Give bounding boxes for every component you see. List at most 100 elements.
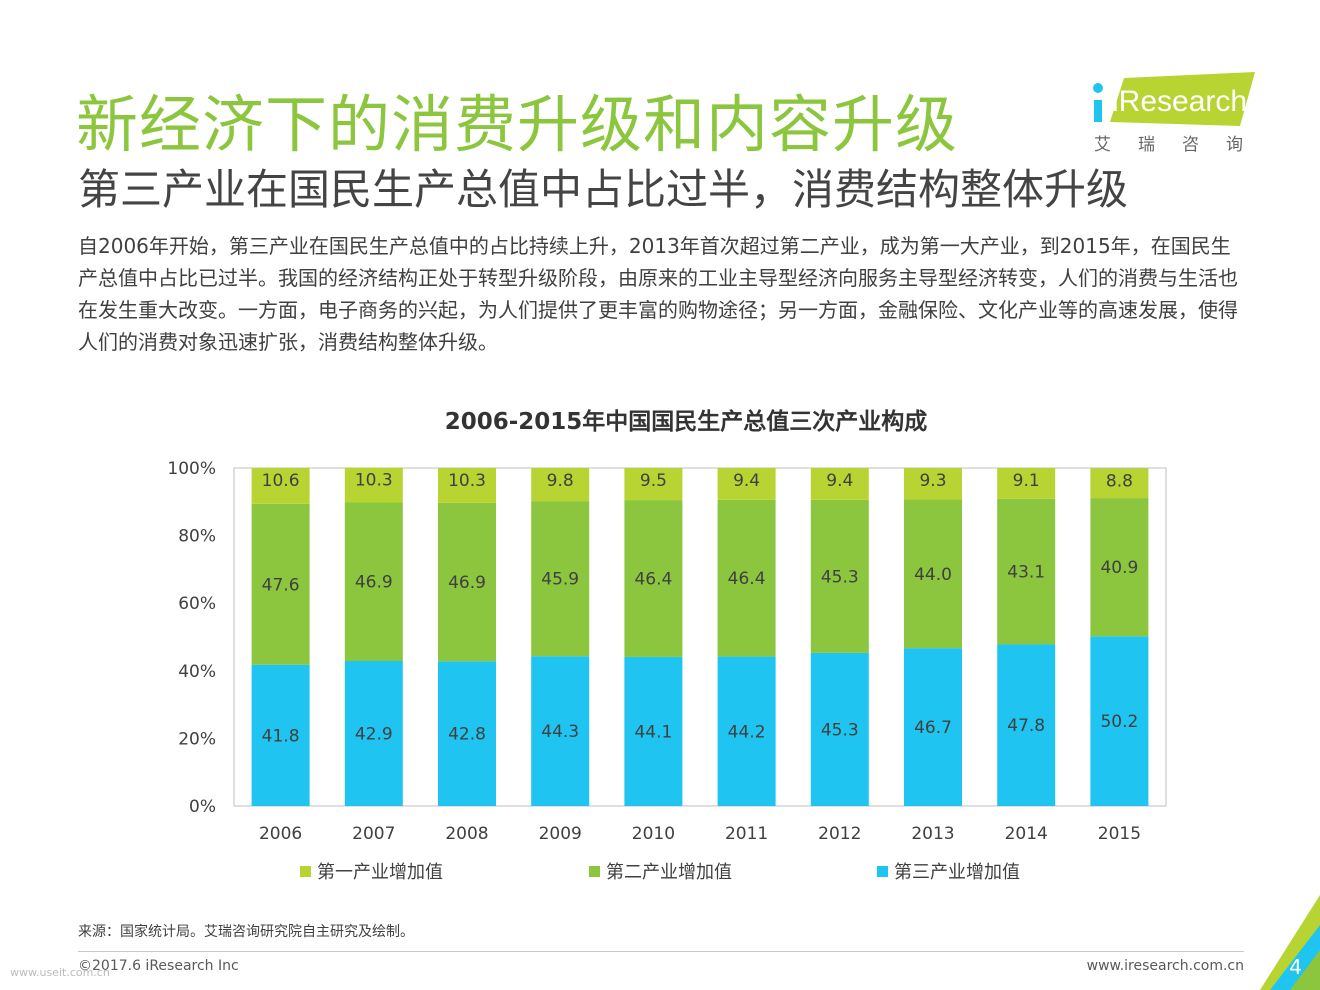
- data-label: 46.4: [634, 570, 672, 590]
- bar-segment: [1090, 636, 1149, 806]
- bar-segment: [438, 502, 496, 662]
- data-label: 10.3: [448, 471, 486, 491]
- legend-item-secondary: 第二产业增加值: [589, 858, 732, 884]
- x-tick-label: 2014: [1005, 824, 1048, 844]
- y-tick-label: 60%: [178, 594, 216, 614]
- data-label: 9.5: [640, 471, 667, 491]
- page-subtitle: 第三产业在国民生产总值中占比过半，消费结构整体升级: [78, 165, 1129, 214]
- legend-item-tertiary: 第三产业增加值: [877, 858, 1020, 884]
- data-label: 43.1: [1007, 563, 1045, 583]
- legend-swatch-secondary: [589, 865, 600, 877]
- data-label: 44.2: [728, 722, 766, 742]
- corner-decoration: [1260, 895, 1320, 990]
- data-label: 50.2: [1100, 712, 1138, 732]
- x-tick-label: 2010: [632, 824, 675, 844]
- stacked-bar-chart: 0% 20% 40% 60% 80% 100% 41.8 47.6 10.6 2006 42.9 46…: [167, 459, 1167, 844]
- bar-segment: [717, 656, 776, 806]
- y-tick-label: 80%: [178, 527, 216, 547]
- data-label: 8.8: [1106, 471, 1133, 491]
- x-tick-label: 2007: [352, 824, 395, 844]
- data-label: 40.9: [1100, 558, 1138, 578]
- iresearch-logo: iResearch: [1093, 72, 1255, 126]
- y-tick-label: 0%: [189, 797, 216, 817]
- footer-divider: [78, 951, 1244, 952]
- data-label: 45.3: [821, 720, 859, 740]
- bar-segment: [624, 500, 683, 657]
- bar-segment: [1090, 468, 1149, 499]
- bar-segment: [438, 468, 496, 503]
- intro-paragraph: 自2006年开始，第三产业在国民生产总值中的占比持续上升，2013年首次超过第二…: [78, 234, 1238, 354]
- copyright: ©2017.6 iResearch Inc: [78, 958, 239, 974]
- bar-segment: [997, 498, 1056, 645]
- source-note: 来源：国家统计局。艾瑞咨询研究院自主研究及绘制。: [78, 924, 414, 940]
- bar-segment: [438, 661, 496, 806]
- bar-segment: [531, 501, 590, 657]
- bar-segment: [344, 502, 403, 661]
- data-label: 45.9: [541, 570, 579, 590]
- x-tick-label: 2008: [445, 824, 488, 844]
- y-tick-label: 100%: [167, 459, 216, 479]
- data-label: 45.3: [821, 567, 859, 587]
- legend-swatch-tertiary: [877, 865, 888, 877]
- data-label: 9.4: [733, 471, 760, 491]
- data-label: 46.9: [448, 573, 486, 593]
- bar-segment: [904, 648, 962, 806]
- watermark: www.useit.com.cn: [10, 966, 110, 979]
- data-label: 42.8: [448, 725, 486, 745]
- x-tick-label: 2009: [539, 824, 582, 844]
- data-label: 9.3: [919, 471, 946, 491]
- data-label: 44.0: [914, 565, 952, 585]
- x-tick-label: 2015: [1098, 824, 1141, 844]
- bar-segment: [624, 468, 683, 501]
- website-link[interactable]: www.iresearch.com.cn: [1086, 958, 1244, 974]
- legend-label-primary: 第一产业增加值: [317, 862, 443, 883]
- logo-brand-text: iResearch: [1112, 85, 1247, 118]
- bar-segment: [810, 652, 869, 806]
- x-tick-label: 2012: [818, 824, 861, 844]
- bar-segment: [344, 467, 403, 503]
- bar-segment: [904, 499, 962, 649]
- bar-segment: [1090, 498, 1149, 637]
- bar-segment: [624, 656, 683, 806]
- page-title: 新经济下的消费升级和内容升级: [76, 88, 959, 161]
- data-label: 46.9: [355, 573, 393, 593]
- data-label: 44.1: [634, 722, 672, 742]
- y-tick-label: 40%: [178, 662, 216, 682]
- data-label: 42.9: [355, 724, 393, 744]
- data-label: 47.6: [262, 575, 300, 595]
- x-tick-label: 2006: [259, 824, 302, 844]
- bar-segment: [810, 468, 869, 500]
- data-label: 44.3: [541, 722, 579, 742]
- x-tick-label: 2011: [725, 824, 768, 844]
- bar-segment: [717, 468, 776, 500]
- data-label: 46.4: [728, 569, 766, 589]
- legend-label-tertiary: 第三产业增加值: [894, 862, 1020, 883]
- data-label: 9.8: [547, 471, 574, 491]
- bar-segment: [810, 499, 869, 653]
- data-label: 46.7: [914, 718, 952, 738]
- bar-segment: [997, 468, 1056, 499]
- data-label: 10.3: [355, 471, 393, 491]
- data-label: 41.8: [262, 726, 300, 746]
- bar-segment: [251, 503, 310, 665]
- bar-segment: [531, 468, 590, 502]
- legend-swatch-primary: [300, 865, 311, 877]
- legend-item-primary: 第一产业增加值: [300, 858, 443, 884]
- x-tick-label: 2013: [911, 824, 954, 844]
- logo-chinese-name: 艾瑞咨询: [1094, 135, 1270, 155]
- y-tick-label: 20%: [178, 729, 216, 749]
- bar-segment: [904, 468, 962, 500]
- chart-title: 2006-2015年中国国民生产总值三次产业构成: [444, 409, 928, 435]
- legend-label-secondary: 第二产业增加值: [606, 862, 732, 883]
- bar-segment: [251, 468, 310, 504]
- data-label: 9.1: [1013, 471, 1040, 491]
- bar-segment: [997, 644, 1056, 806]
- data-label: 47.8: [1007, 716, 1045, 736]
- bar-segment: [251, 664, 310, 806]
- plot-frame: [233, 467, 1167, 807]
- bar-segment: [344, 660, 403, 806]
- data-label: 10.6: [262, 471, 300, 491]
- bar-segment: [717, 499, 776, 657]
- data-label: 9.4: [826, 471, 853, 491]
- page-number: 4: [1289, 955, 1302, 979]
